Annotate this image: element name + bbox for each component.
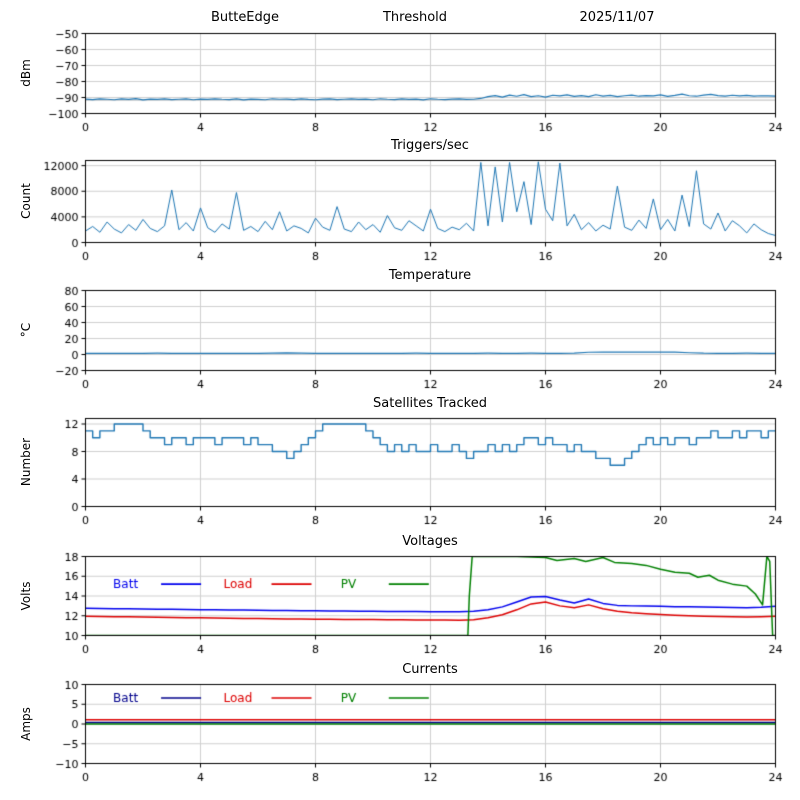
panel-title-satellites: Satellites Tracked [373, 396, 487, 411]
figure-station-title: ButteEdge [210, 10, 280, 25]
ylabel-number: Number [19, 437, 33, 487]
panel-title-voltages: Voltages [402, 534, 458, 549]
ylabel-dbm: dBm [19, 59, 33, 87]
figure-plot-type: Threshold [382, 10, 448, 25]
panel-title-temperature: Temperature [388, 268, 472, 283]
panel-title-triggers: Triggers/sec [391, 138, 469, 153]
ylabel-volts: Volts [19, 581, 33, 611]
figure-date: 2025/11/07 [579, 10, 655, 25]
ylabel-count: Count [19, 183, 33, 219]
panel-title-currents: Currents [402, 662, 458, 677]
ylabel-amps: Amps [19, 707, 33, 741]
ylabel-celsius: °C [19, 322, 33, 338]
